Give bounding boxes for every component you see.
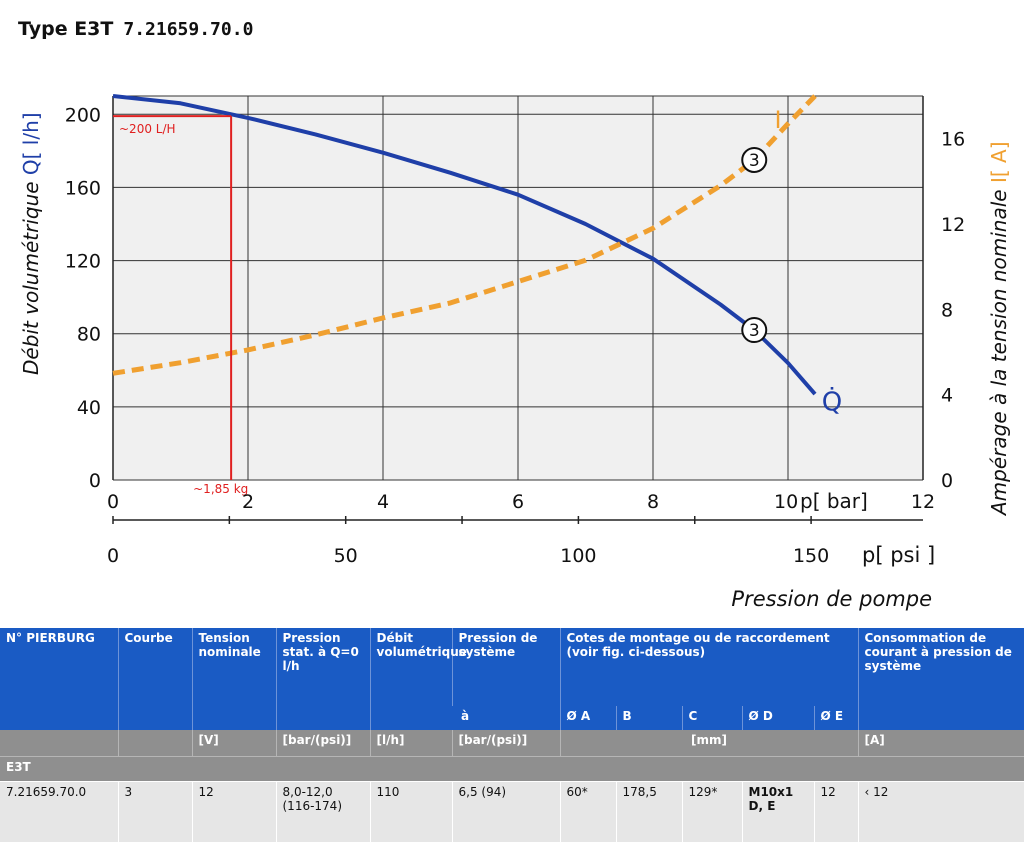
table-group-row: E3T — [0, 756, 1024, 782]
table-subheader-row: à Ø A B C Ø D Ø E — [0, 706, 1024, 730]
unit-cotes: [mm] — [559, 730, 858, 757]
y-right-tick-label: 8 — [941, 299, 953, 321]
spec-table: N° PIERBURG Courbe Tension nominale Pres… — [0, 628, 1024, 842]
part-number: 7.21659.70.0 — [123, 19, 254, 40]
unit-consommation: [A] — [857, 730, 1024, 757]
x-psi-unit-label: p[ psi ] — [862, 543, 935, 567]
series-I-line — [112, 94, 817, 376]
col-pierburg: N° PIERBURG — [0, 628, 118, 730]
cell-a: 60* — [559, 781, 616, 842]
unit-tension: [V] — [191, 730, 276, 757]
col-pression-stat: Pression stat. à Q=0 l/h — [275, 628, 370, 730]
cell-b: 178,5 — [615, 781, 682, 842]
curve-marker-label: 3 — [749, 321, 760, 341]
series-Q-label: Q̇ — [822, 386, 842, 418]
y-left-tick-label: 160 — [65, 177, 101, 199]
annotations: ~200 L/H ~1,85 kg — [113, 115, 248, 496]
col-tension: Tension nominale — [191, 628, 276, 730]
unit-pression-sys: [bar/(psi)] — [451, 730, 560, 757]
col-pression-sys: Pression de système — [451, 628, 560, 706]
col-courbe: Courbe — [117, 628, 192, 730]
cell-d: M10x1 D, E — [741, 781, 814, 842]
x-psi-tick-label: 100 — [560, 545, 596, 567]
cell-courbe: 3 — [117, 781, 192, 842]
curves: Q̇I33 — [112, 94, 842, 418]
x-bar-tick-label: 2 — [242, 491, 254, 513]
y-left-tick-label: 0 — [89, 470, 101, 492]
table-units-row: [V] [bar/(psi)] [l/h] [bar/(psi)] [mm] [… — [0, 730, 1024, 757]
pump-curve-chart: Q̇I33 ~200 L/H~1,85 kg 04080120160200048… — [19, 94, 1011, 611]
y-right-axis-title: Ampérage à la tension nominale I[ A] — [987, 142, 1011, 518]
page-title: Type E3T 7.21659.70.0 — [18, 18, 253, 40]
table-header-row: N° PIERBURG Courbe Tension nominale Pres… — [0, 628, 1024, 730]
x-bar-unit-label: p[ bar] — [800, 489, 868, 513]
x-bar-tick-label: 6 — [512, 491, 524, 513]
col-consommation: Consommation de courant à pression de sy… — [857, 628, 1024, 730]
unit-pression-stat: [bar/(psi)] — [275, 730, 370, 757]
x-bar-tick-label: 12 — [911, 491, 935, 513]
y-left-tick-label: 120 — [65, 251, 101, 273]
x-bar-tick-label: 10 — [774, 491, 798, 513]
unit-debit: [l/h] — [369, 730, 452, 757]
cell-tension: 12 — [191, 781, 276, 842]
cell-debit: 110 — [369, 781, 452, 842]
subheader-d: Ø D — [741, 706, 814, 730]
curve-marker — [741, 147, 768, 173]
cell-pression-stat: 8,0-12,0 (116-174) — [275, 781, 370, 842]
flow-annotation: ~200 L/H — [119, 122, 176, 136]
subheader-b: B — [615, 706, 682, 730]
x-bar-tick-label: 0 — [107, 491, 119, 513]
y-left-tick-label: 80 — [77, 324, 101, 346]
y-right-tick-label: 16 — [941, 129, 965, 151]
group-label: E3T — [0, 756, 1024, 782]
y-right-tick-label: 12 — [941, 214, 965, 236]
cell-e: 12 — [813, 781, 858, 842]
y-left-tick-label: 200 — [65, 104, 101, 126]
header-a: à — [369, 706, 560, 730]
cell-c: 129* — [681, 781, 742, 842]
table-row: 7.21659.70.0 3 12 8,0-12,0 (116-174) 110… — [0, 781, 1024, 842]
type-label: Type E3T — [18, 18, 114, 40]
x-axis-title: Pression de pompe — [731, 587, 932, 611]
subheader-c: C — [681, 706, 742, 730]
x-psi-tick-label: 50 — [334, 545, 358, 567]
cell-consommation: ‹ 12 — [857, 781, 1024, 842]
grid — [112, 95, 924, 481]
y-right-tick-label: 0 — [941, 470, 953, 492]
col-cotes: Cotes de montage ou de raccordement (voi… — [559, 628, 858, 706]
curve-marker — [741, 317, 768, 344]
subheader-e: Ø E — [813, 706, 858, 730]
y-right-tick-label: 4 — [941, 385, 953, 407]
curve-marker-label: 3 — [749, 151, 760, 171]
subheader-a: Ø A — [559, 706, 616, 730]
cell-pression-sys: 6,5 (94) — [451, 781, 560, 842]
y-left-tick-label: 40 — [77, 397, 101, 419]
y-left-axis-title: Débit volumétrique Q[ l/h] — [19, 112, 43, 375]
col-debit: Débit volumétrique — [369, 628, 467, 706]
pressure-annotation: ~1,85 kg — [193, 482, 248, 496]
x-bar-tick-label: 4 — [377, 491, 389, 513]
series-I-label: I — [775, 106, 782, 134]
x-psi-tick-label: 0 — [107, 545, 119, 567]
cell-pierburg: 7.21659.70.0 — [0, 781, 118, 842]
x-psi-tick-label: 150 — [793, 545, 829, 567]
x-bar-tick-label: 8 — [647, 491, 659, 513]
